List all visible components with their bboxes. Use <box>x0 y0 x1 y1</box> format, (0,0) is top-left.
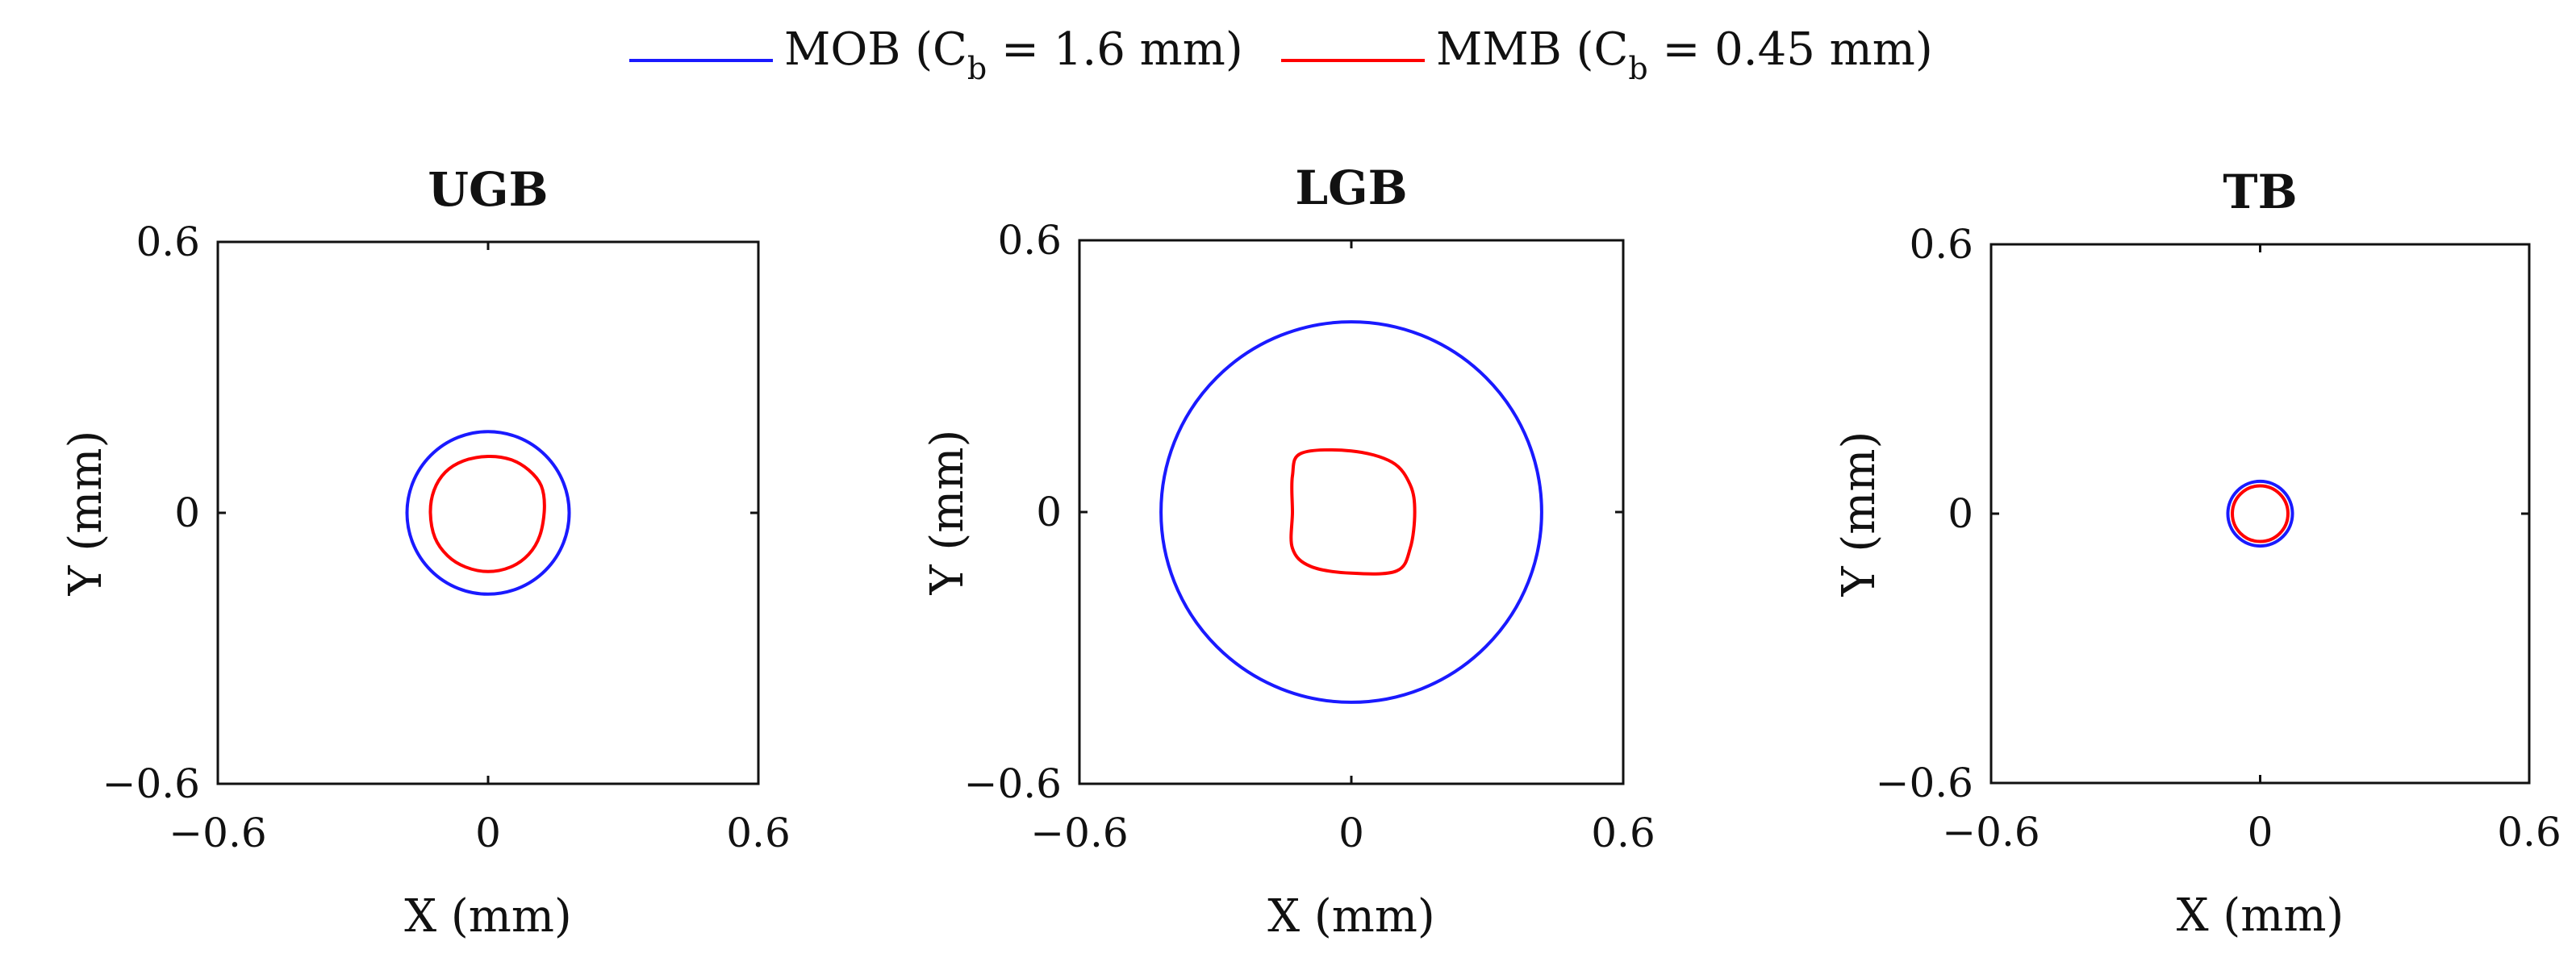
y-axis-label: Y (mm) <box>1833 431 1885 598</box>
x-tick-label: 0.6 <box>726 810 791 856</box>
legend-label-mmb: MMB (Cb = 0.45 mm) <box>1436 23 1933 86</box>
y-tick-label: 0.6 <box>997 217 1062 264</box>
y-tick-label: −0.6 <box>102 760 200 807</box>
y-tick-label: −0.6 <box>964 760 1062 807</box>
x-tick-label: −0.6 <box>1942 809 2040 856</box>
series-mob-orbit <box>1159 320 1543 704</box>
y-axis-label: Y (mm) <box>921 430 974 596</box>
panels: UGB −0.6 0 0.6 −0.6 0 0.6 X (mm) Y (mm) LGB −0.6 0 0… <box>60 160 2561 943</box>
x-axis-label: X (mm) <box>404 890 572 943</box>
x-tick-label: 0 <box>1338 810 1364 856</box>
series-mob-orbit <box>2226 479 2294 548</box>
y-tick-label: −0.6 <box>1876 760 1973 806</box>
x-tick-label: −0.6 <box>169 810 266 856</box>
x-tick-label: −0.6 <box>1030 810 1128 856</box>
y-tick-label: 0 <box>1948 490 1973 537</box>
panel-title: LGB <box>1295 160 1407 215</box>
y-tick-label: 0.6 <box>1909 221 1973 268</box>
y-tick-label: 0 <box>174 489 200 536</box>
panel-ugb: UGB −0.6 0 0.6 −0.6 0 0.6 X (mm) Y (mm) <box>60 162 791 943</box>
y-tick-label: 0 <box>1036 489 1062 535</box>
axes-box <box>1989 243 2531 785</box>
series-mob-orbit <box>405 430 571 596</box>
x-axis-label: X (mm) <box>1267 890 1435 943</box>
legend-label-mob: MOB (Cb = 1.6 mm) <box>784 23 1243 86</box>
legend-item-mob: MOB (Cb = 1.6 mm) <box>629 23 1243 86</box>
axes-box <box>216 240 760 785</box>
series-mmb-orbit <box>1289 448 1417 576</box>
series-mmb-orbit <box>2231 484 2290 543</box>
panel-tb: TB −0.6 0 0.6 −0.6 0 0.6 X (mm) Y (mm) <box>1833 164 2561 942</box>
panel-title: TB <box>2223 164 2297 219</box>
panel-lgb: LGB −0.6 0 0.6 −0.6 0 0.6 X (mm) Y (mm) <box>921 160 1655 943</box>
x-tick-label: 0 <box>475 810 501 856</box>
y-tick-label: 0.6 <box>136 219 200 265</box>
x-axis-label: X (mm) <box>2177 889 2344 942</box>
x-tick-label: 0.6 <box>1591 810 1655 856</box>
series-mmb-orbit <box>428 454 546 573</box>
legend: MOB (Cb = 1.6 mm) MMB (Cb = 0.45 mm) <box>629 23 1933 86</box>
x-tick-label: 0.6 <box>2497 809 2561 856</box>
y-axis-label: Y (mm) <box>60 431 112 597</box>
legend-item-mmb: MMB (Cb = 0.45 mm) <box>1281 23 1933 86</box>
x-tick-label: 0 <box>2248 809 2273 856</box>
panel-title: UGB <box>428 162 548 217</box>
